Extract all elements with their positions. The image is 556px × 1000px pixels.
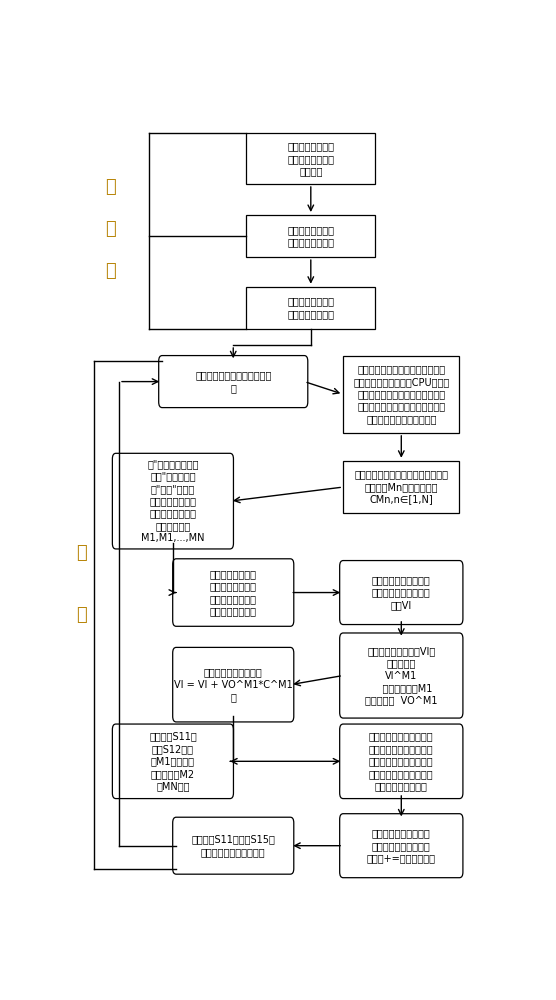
FancyBboxPatch shape [246, 287, 375, 329]
Text: 从配置信息中读取工程
运行周期，当前工程执
行时间+=工程运行周期: 从配置信息中读取工程 运行周期，当前工程执 行时间+=工程运行周期 [367, 828, 436, 863]
FancyBboxPatch shape [340, 561, 463, 625]
Text: 从配置信息中读取各模
块端口初始值，将其赋
值于VI: 从配置信息中读取各模 块端口初始值，将其赋 值于VI [372, 575, 431, 610]
Text: 从配置信息中读取参数订
阅配置和参数存储配置，
按照配置将指定模型模块
的输出端口值通过网络发
布或保存为本地文件: 从配置信息中读取参数订 阅配置和参数存储配置， 按照配置将指定模型模块 的输出端… [369, 732, 434, 791]
FancyBboxPatch shape [340, 814, 463, 878]
Text: 建立模拟器设备或
测试设备配置工程: 建立模拟器设备或 测试设备配置工程 [287, 225, 334, 247]
Text: 更新模型模块输入向量
VI = VI + VO^M1*C^M1
；: 更新模型模块输入向量 VI = VI + VO^M1*C^M1 ； [174, 667, 292, 702]
FancyBboxPatch shape [173, 817, 294, 874]
Text: 以"以输入端口数量
最少"为主条件，
以"最少"为从条
件，选择符合以上
条件的一个模型模
块为起点模块
M1,M1,...,MN: 以"以输入端口数量 最少"为主条件， 以"最少"为从条 件，选择符合以上 条件的… [141, 459, 205, 543]
FancyBboxPatch shape [343, 461, 459, 513]
FancyBboxPatch shape [173, 559, 294, 626]
FancyBboxPatch shape [246, 133, 375, 184]
Text: 从配置信息中读取运行时长、运行
方式、运行终端选择和CPU运算资
源分配等对工程进行初始化设置，
读取模型模块参数值配置、等对每
个模型模块进行初始化设置: 从配置信息中读取运行时长、运行 方式、运行终端选择和CPU运算资 源分配等对工程… [353, 364, 449, 424]
FancyBboxPatch shape [158, 356, 308, 408]
Text: 终


端: 终 端 [76, 544, 87, 624]
Text: 重复步骤S11至步骤S15，
直至接收到工程结束指令: 重复步骤S11至步骤S15， 直至接收到工程结束指令 [191, 834, 275, 857]
Text: 接收服务器下装的工程配置文
件: 接收服务器下装的工程配置文 件 [195, 370, 271, 393]
FancyBboxPatch shape [340, 724, 463, 799]
FancyBboxPatch shape [246, 215, 375, 257]
Text: 从配置信息读取数据连接关系，生成
模型模块Mn连接关系矩阵
CMn,n∈[1,N]: 从配置信息读取数据连接关系，生成 模型模块Mn连接关系矩阵 CMn,n∈[1,N… [354, 470, 448, 504]
Text: 下装工程配置文件
至一个或多个终端: 下装工程配置文件 至一个或多个终端 [287, 297, 334, 319]
FancyBboxPatch shape [112, 724, 234, 799]
Text: 服

务

器: 服 务 器 [105, 178, 116, 280]
Text: 储构建模拟器设备
或测试设备所需的
模型模块: 储构建模拟器设备 或测试设备所需的 模型模块 [287, 141, 334, 176]
Text: 从模型模块输入向量VI中
提取子向量
VI^M1
    计算模型模块M1
的输出向量  VO^M1: 从模型模块输入向量VI中 提取子向量 VI^M1 计算模型模块M1 的输出向量 … [365, 646, 438, 705]
FancyBboxPatch shape [173, 647, 294, 722]
Text: 从配置信息中读取
工程开始时间，为
所有模型模块设置
当前工程执行时间: 从配置信息中读取 工程开始时间，为 所有模型模块设置 当前工程执行时间 [210, 569, 257, 616]
FancyBboxPatch shape [340, 633, 463, 718]
FancyBboxPatch shape [343, 356, 459, 433]
FancyBboxPatch shape [112, 453, 234, 549]
Text: 重复步骤S11和
步骤S12，按
照M1的方法完
成模型模块M2
到MN计算: 重复步骤S11和 步骤S12，按 照M1的方法完 成模型模块M2 到MN计算 [149, 732, 197, 791]
